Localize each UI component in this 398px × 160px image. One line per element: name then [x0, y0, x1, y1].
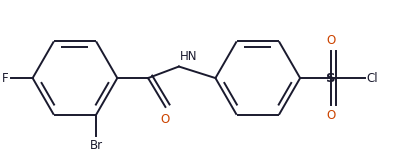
Text: O: O — [326, 34, 336, 47]
Text: F: F — [2, 72, 9, 85]
Text: S: S — [326, 72, 336, 85]
Text: O: O — [161, 113, 170, 126]
Text: HN: HN — [180, 50, 197, 63]
Text: Cl: Cl — [367, 72, 378, 85]
Text: O: O — [326, 109, 336, 122]
Text: Br: Br — [90, 139, 103, 152]
